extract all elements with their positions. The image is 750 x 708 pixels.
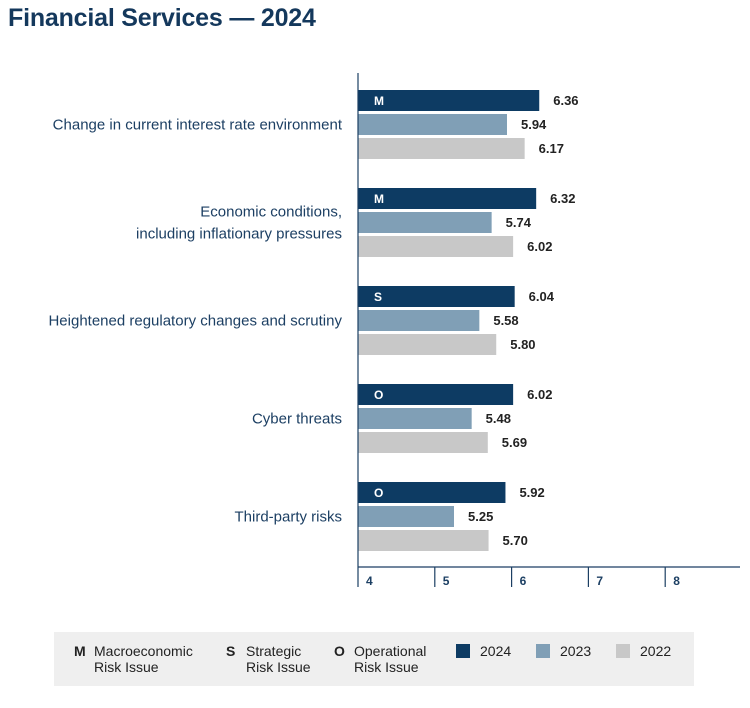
data-label-2024: 6.02 xyxy=(527,387,552,402)
bar-2023 xyxy=(358,114,507,135)
data-label-2023: 5.58 xyxy=(493,313,518,328)
legend-year-label: 2024 xyxy=(480,643,512,659)
data-label-2023: 5.74 xyxy=(506,215,532,230)
legend-text-line2: Risk Issue xyxy=(354,659,419,675)
data-label-2022: 5.80 xyxy=(510,337,535,352)
bar-2023 xyxy=(358,506,454,527)
bar-2024 xyxy=(358,188,537,209)
bar-2024 xyxy=(358,286,515,307)
x-tick-label: 7 xyxy=(596,574,603,588)
risk-type-badge: O xyxy=(374,486,383,500)
category-label: Economic conditions, xyxy=(200,204,342,221)
chart-title: Financial Services — 2024 xyxy=(8,4,316,32)
legend-swatch-2024 xyxy=(456,644,470,658)
bar-2024 xyxy=(358,90,540,111)
legend-text-line1: Operational xyxy=(354,643,427,659)
x-tick-label: 5 xyxy=(443,574,450,588)
legend-text-line1: Strategic xyxy=(246,643,302,659)
legend-text: Strategic Risk Issue xyxy=(246,643,311,675)
data-label-2024: 6.32 xyxy=(550,191,575,206)
data-label-2022: 5.70 xyxy=(503,533,528,548)
data-label-2023: 5.48 xyxy=(486,411,511,426)
bar-2022 xyxy=(358,334,497,355)
category-label: Change in current interest rate environm… xyxy=(53,117,343,134)
legend-item-strategic: S Strategic Risk Issue xyxy=(226,643,311,675)
legend-item-2022: 2022 xyxy=(616,643,671,659)
legend: M Macroeconomic Risk Issue S Strategic R… xyxy=(54,632,694,686)
bar-chart: Change in current interest rate environm… xyxy=(48,73,740,588)
category-label: Third-party risks xyxy=(234,509,342,526)
bar-2022 xyxy=(358,138,525,159)
data-label-2023: 5.25 xyxy=(468,509,493,524)
legend-text: Macroeconomic Risk Issue xyxy=(94,643,193,675)
risk-type-badge: O xyxy=(374,388,383,402)
category-label: Cyber threats xyxy=(252,411,342,428)
bar-2024 xyxy=(358,482,506,503)
legend-item-2023: 2023 xyxy=(536,643,591,659)
legend-item-2024: 2024 xyxy=(456,643,511,659)
legend-text: Operational Risk Issue xyxy=(354,643,426,675)
legend-text-line2: Risk Issue xyxy=(94,659,159,675)
bar-2024 xyxy=(358,384,514,405)
legend-item-macroeconomic: M Macroeconomic Risk Issue xyxy=(74,643,193,675)
legend-key: S xyxy=(226,643,236,659)
legend-year-label: 2023 xyxy=(560,643,592,659)
category-label: Heightened regulatory changes and scruti… xyxy=(48,313,342,330)
category-label: including inflationary pressures xyxy=(136,226,342,243)
legend-text-line2: Risk Issue xyxy=(246,659,311,675)
risk-type-badge: M xyxy=(374,94,384,108)
x-tick-label: 8 xyxy=(673,574,680,588)
bar-2023 xyxy=(358,310,480,331)
data-label-2022: 5.69 xyxy=(502,435,527,450)
legend-text-line1: Macroeconomic xyxy=(94,643,193,659)
data-label-2024: 6.04 xyxy=(529,289,555,304)
data-label-2022: 6.17 xyxy=(539,141,564,156)
bar-2023 xyxy=(358,212,492,233)
bar-2022 xyxy=(358,236,514,257)
legend-key: O xyxy=(334,643,345,659)
legend-swatch-2023 xyxy=(536,644,550,658)
risk-type-badge: S xyxy=(374,290,382,304)
risk-type-badge: M xyxy=(374,192,384,206)
legend-year-label: 2022 xyxy=(640,643,672,659)
x-tick-label: 6 xyxy=(520,574,527,588)
data-label-2022: 6.02 xyxy=(527,239,552,254)
bar-2022 xyxy=(358,530,489,551)
legend-key: M xyxy=(74,643,86,659)
data-label-2024: 5.92 xyxy=(519,485,544,500)
data-label-2024: 6.36 xyxy=(553,93,578,108)
legend-swatch-2022 xyxy=(616,644,630,658)
x-tick-label: 4 xyxy=(366,574,373,588)
bar-2023 xyxy=(358,408,472,429)
legend-item-operational: O Operational Risk Issue xyxy=(334,643,426,675)
data-label-2023: 5.94 xyxy=(521,117,547,132)
bar-2022 xyxy=(358,432,488,453)
